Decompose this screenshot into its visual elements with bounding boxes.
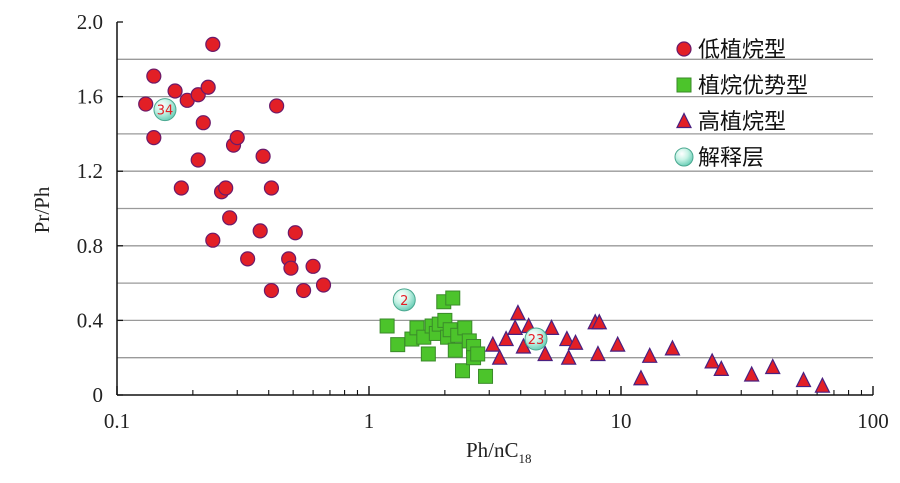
triangle-point bbox=[560, 348, 577, 365]
circle-point bbox=[200, 79, 216, 95]
axes: 0 0.4 0.8 1.2 1.6 2.0 0.1 1 10 100 bbox=[77, 10, 889, 433]
triangle-point bbox=[764, 358, 781, 375]
legend-label: 低植烷型 bbox=[698, 38, 786, 63]
triangle-point bbox=[664, 339, 681, 356]
circle-point bbox=[287, 225, 303, 241]
circle-point bbox=[173, 180, 189, 196]
layer-number-label: 2 bbox=[400, 294, 408, 309]
circle-point bbox=[269, 98, 285, 114]
gridlines bbox=[117, 58, 873, 359]
triangle-point bbox=[704, 352, 721, 369]
legend-marker-sphere bbox=[674, 147, 694, 167]
square-point bbox=[447, 342, 463, 358]
circle-point bbox=[205, 36, 221, 52]
layer-number-label: 34 bbox=[157, 104, 174, 119]
interpretation-layer-marker bbox=[153, 98, 177, 122]
legend-marker-circle bbox=[676, 41, 692, 57]
triangle-point bbox=[484, 335, 501, 352]
circle-point bbox=[240, 251, 256, 267]
x-tick-label: 1 bbox=[364, 409, 375, 433]
circle-point bbox=[305, 258, 321, 274]
triangle-point bbox=[632, 369, 649, 386]
circle-point bbox=[146, 68, 162, 84]
circle-point bbox=[195, 115, 211, 131]
circle-point bbox=[283, 260, 299, 276]
y-tick-label: 1.6 bbox=[77, 85, 103, 109]
square-point bbox=[478, 368, 494, 384]
circle-point bbox=[295, 282, 312, 299]
circle-point bbox=[255, 148, 271, 164]
x-tick-label: 0.1 bbox=[104, 409, 130, 433]
y-tick-label: 0.4 bbox=[77, 308, 104, 332]
triangle-point bbox=[641, 346, 658, 363]
circle-point bbox=[138, 96, 154, 112]
square-point bbox=[457, 320, 473, 336]
circle-point bbox=[190, 152, 206, 168]
circle-point bbox=[252, 223, 268, 239]
circle-point bbox=[229, 130, 245, 146]
circle-point bbox=[167, 83, 183, 99]
circle-point bbox=[146, 130, 162, 146]
square-point bbox=[379, 318, 395, 334]
axis-labels: Pr/Ph Ph/nC18 bbox=[30, 186, 532, 466]
y-tick-label: 1.2 bbox=[77, 159, 103, 183]
square-point bbox=[470, 346, 486, 362]
triangle-point bbox=[567, 333, 584, 350]
triangle-point bbox=[589, 345, 606, 362]
x-tick-label: 10 bbox=[611, 409, 632, 433]
legend-label: 解释层 bbox=[698, 146, 764, 171]
x-tick-label: 100 bbox=[857, 409, 889, 433]
y-tick-label: 2.0 bbox=[77, 10, 103, 34]
triangle-point bbox=[795, 371, 812, 388]
circle-point bbox=[315, 277, 332, 293]
data-points: 34 2 23 bbox=[138, 36, 831, 393]
legend-label: 植烷优势型 bbox=[698, 74, 808, 99]
circle-point bbox=[263, 180, 280, 196]
interpretation-layer-marker bbox=[524, 327, 548, 351]
circle-point bbox=[205, 232, 221, 248]
y-tick-label: 0 bbox=[93, 383, 104, 407]
circle-point bbox=[263, 282, 280, 299]
triangle-point bbox=[558, 330, 575, 347]
x-axis-label: Ph/nC18 bbox=[466, 438, 532, 466]
legend-marker-square bbox=[676, 77, 692, 93]
legend-label: 高植烷型 bbox=[698, 110, 786, 135]
triangle-point bbox=[591, 313, 608, 330]
triangle-point bbox=[713, 360, 730, 376]
triangle-point bbox=[743, 365, 760, 382]
square-point bbox=[420, 346, 436, 362]
square-point bbox=[455, 363, 471, 379]
square-point bbox=[445, 290, 461, 306]
legend-marker-triangle bbox=[676, 112, 692, 129]
triangle-point bbox=[498, 330, 515, 347]
y-axis-label: Pr/Ph bbox=[30, 186, 54, 233]
triangle-point bbox=[507, 319, 524, 335]
x-axis-label-subscript: 18 bbox=[519, 451, 532, 466]
y-tick-label: 0.8 bbox=[77, 234, 103, 258]
triangle-point bbox=[609, 335, 626, 352]
triangle-point bbox=[509, 304, 526, 321]
x-axis-label-main: Ph/nC bbox=[466, 438, 519, 462]
square-point bbox=[390, 337, 406, 353]
triangle-point bbox=[543, 319, 560, 335]
triangle-point bbox=[814, 376, 831, 393]
circle-point bbox=[222, 210, 238, 226]
layer-number-label: 23 bbox=[528, 333, 545, 348]
circle-point bbox=[218, 180, 234, 196]
triangle-point bbox=[537, 345, 554, 362]
interpretation-layer-marker bbox=[392, 288, 416, 312]
triangle-point bbox=[491, 348, 508, 365]
